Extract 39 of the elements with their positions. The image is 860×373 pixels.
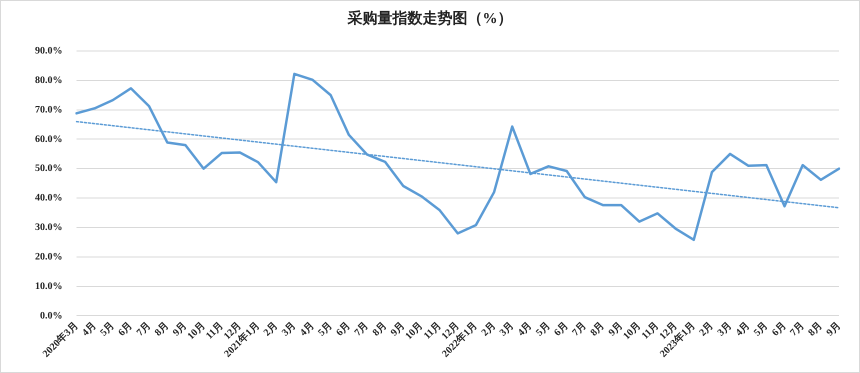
x-tick-label: 4月 bbox=[734, 320, 752, 338]
x-tick-label: 6月 bbox=[116, 320, 135, 338]
x-tick-label: 8月 bbox=[806, 320, 825, 338]
x-tick-label: 5月 bbox=[752, 320, 770, 338]
x-tick-label: 5月 bbox=[534, 320, 552, 338]
x-tick-label: 8月 bbox=[152, 320, 172, 338]
x-tick-label: 6月 bbox=[770, 320, 788, 338]
x-tick-label: 6月 bbox=[552, 320, 571, 338]
x-tick-label: 4月 bbox=[80, 320, 99, 338]
x-tick-label: 3月 bbox=[498, 320, 516, 338]
x-tick-label: 6月 bbox=[334, 320, 353, 338]
chart-title: 采购量指数走势图（%） bbox=[346, 9, 514, 28]
y-tick-label: 40.0% bbox=[35, 192, 62, 204]
x-tick-label: 3月 bbox=[716, 320, 734, 338]
x-tick-label: 10月 bbox=[403, 320, 426, 342]
y-tick-label: 10.0% bbox=[35, 280, 62, 292]
x-tick-label: 5月 bbox=[98, 320, 117, 338]
x-tick-label: 7月 bbox=[352, 320, 371, 338]
x-tick-label: 4月 bbox=[516, 320, 534, 338]
x-tick-label: 4月 bbox=[298, 320, 316, 338]
x-tick-label: 2月 bbox=[480, 320, 498, 338]
y-tick-label: 20.0% bbox=[35, 251, 62, 262]
x-tick-label: 8月 bbox=[588, 320, 607, 338]
x-tick-label: 2月 bbox=[262, 320, 280, 338]
x-tick-label: 3月 bbox=[280, 320, 298, 338]
y-tick-label: 60.0% bbox=[35, 134, 62, 145]
x-tick-label: 7月 bbox=[570, 320, 589, 338]
y-tick-label: 30.0% bbox=[35, 222, 62, 234]
y-tick-label: 80.0% bbox=[35, 74, 62, 86]
x-tick-label: 7月 bbox=[134, 320, 154, 338]
x-tick-label: 9月 bbox=[824, 320, 843, 338]
y-tick-label: 50.0% bbox=[35, 163, 62, 174]
x-tick-label: 7月 bbox=[788, 320, 807, 338]
x-tick-label: 5月 bbox=[316, 320, 335, 338]
x-tick-label: 2月 bbox=[697, 320, 716, 338]
y-tick-label: 90.0% bbox=[35, 46, 62, 57]
y-tick-label: 70.0% bbox=[35, 104, 62, 116]
x-tick-label: 8月 bbox=[370, 320, 390, 338]
y-tick-label: 0.0% bbox=[40, 310, 62, 322]
